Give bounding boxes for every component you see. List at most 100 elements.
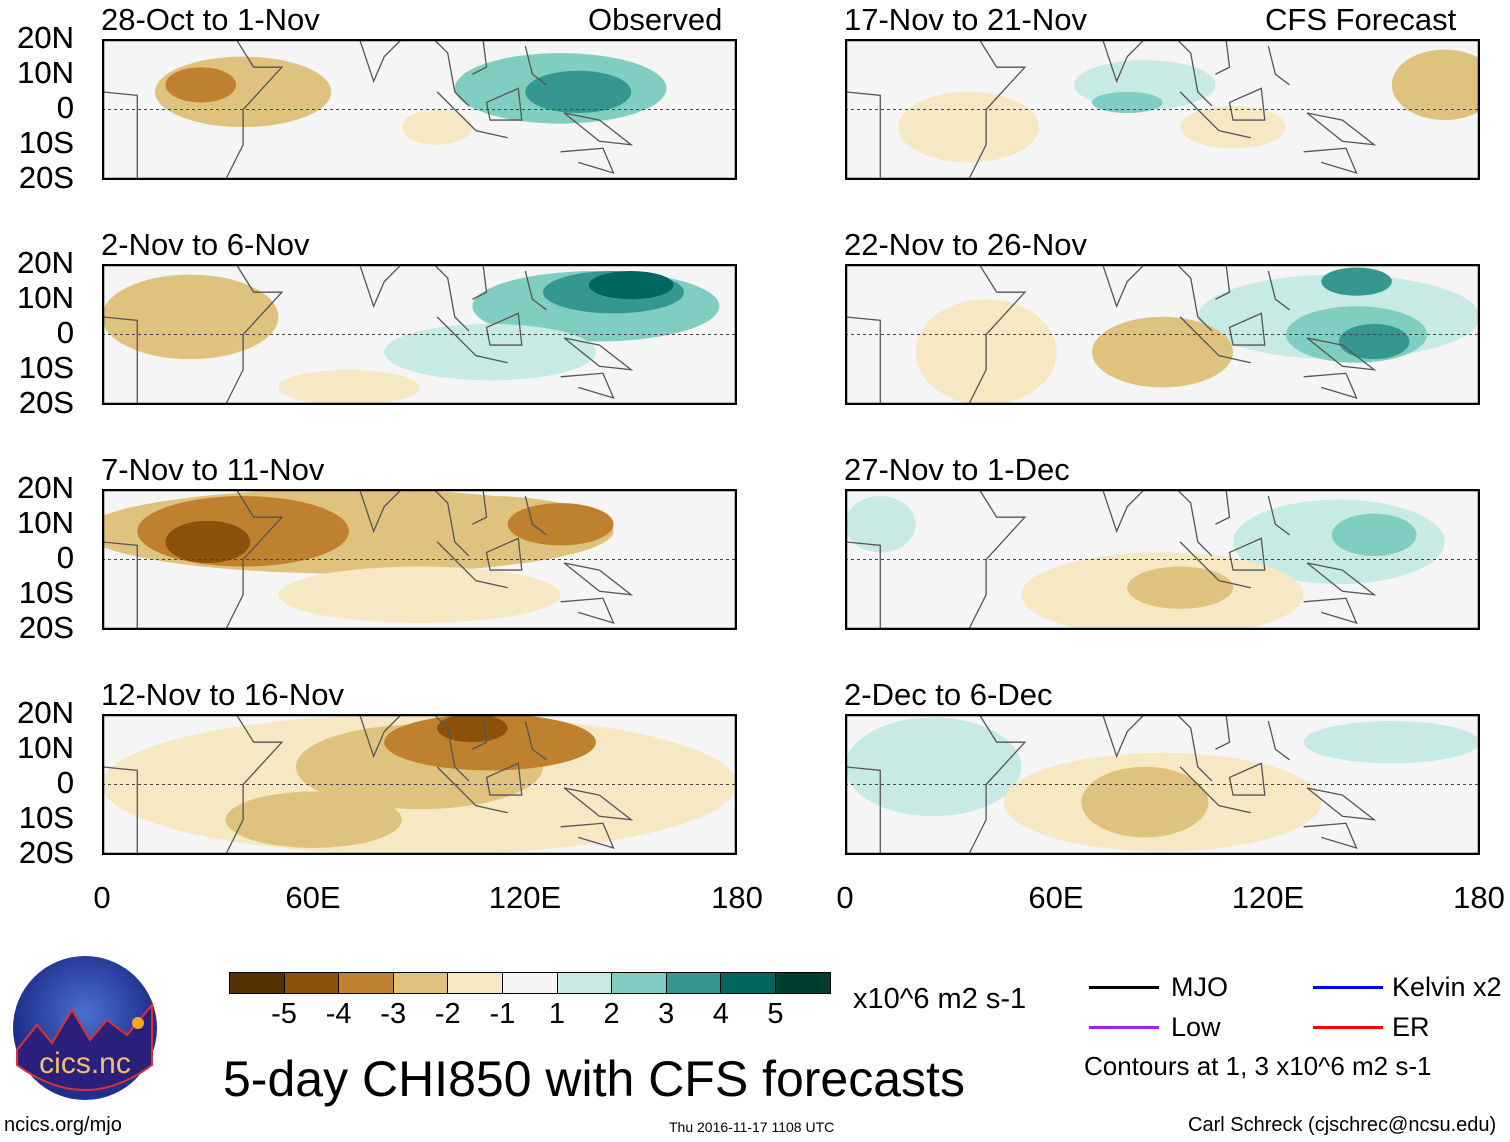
colorbar-units: x10^6 m2 s-1 [853,983,1027,1015]
lon-tick: 60E [1028,880,1084,915]
lon-tick: 120E [1231,880,1305,915]
panel-frame [102,264,737,405]
map-panel [102,39,737,180]
lat-tick: 0 [56,765,74,800]
lon-tick: 180 [1453,880,1505,915]
lat-tick: 20S [18,610,74,645]
map-panel [845,264,1480,405]
panel-title: 22-Nov to 26-Nov [844,227,1087,262]
lat-tick: 20N [17,695,74,730]
colorbar-label: 5 [767,998,784,1030]
map-panel [102,714,737,855]
colorbar-swatch [502,972,558,994]
lat-tick: 10S [18,125,74,160]
colorbar-label: 1 [548,998,566,1030]
lat-tick: 20N [17,245,74,280]
panel-title: 17-Nov to 21-Nov [844,2,1087,37]
colorbar-swatch [720,972,776,994]
colorbar-swatch [447,972,503,994]
wet-anomaly-region [845,496,916,553]
lat-tick: 10N [17,55,74,90]
colorbar-swatch [556,972,613,994]
coastline [845,264,1377,405]
map-panel [845,714,1480,855]
coastline [845,39,1377,180]
lon-tick: 120E [488,880,562,915]
dry-anomaly-region [102,274,279,360]
wet-anomaly-region [525,70,632,114]
dry-anomaly-region [165,67,237,103]
lat-tick: 10N [17,730,74,765]
lon-tick: 0 [836,880,854,915]
er-legend-line [1313,1026,1383,1029]
coastline [102,39,634,180]
lat-tick: 20N [17,470,74,505]
lat-tick: 10N [17,280,74,315]
dry-anomaly-region [225,791,402,848]
lat-tick: 10S [18,800,74,835]
panel-title: 27-Nov to 1-Dec [844,452,1070,487]
colorbar-label: -5 [271,998,297,1030]
colorbar-swatch [392,972,449,994]
panel-title: 2-Nov to 6-Nov [101,227,310,262]
panel-frame [102,39,737,180]
colorbar-label: -2 [434,998,461,1030]
dry-anomaly-region [384,714,596,771]
lat-tick: 20S [18,385,74,420]
cics-logo: cics.nc [13,956,157,1100]
coastline [102,714,634,855]
mjo-legend-line [1089,986,1159,989]
colorbar-label: -4 [325,998,352,1030]
panel-frame [102,714,737,855]
dry-anomaly-region [1081,766,1209,838]
mjo-legend-label: MJO [1171,972,1228,1002]
panel-title: 28-Oct to 1-Nov [101,2,320,37]
wet-anomaly-region [1321,267,1392,296]
lat-tick: 10N [17,505,74,540]
dry-anomaly-region [437,714,508,743]
colorbar-label: -1 [489,998,516,1030]
colorbar-label: 3 [658,998,675,1030]
map-panel [845,489,1480,630]
lat-tick: 0 [56,540,74,575]
figure-title: 5-day CHI850 with CFS forecasts [223,1051,965,1107]
panel-title: 7-Nov to 11-Nov [101,452,325,487]
lat-tick: 10S [18,350,74,385]
dry-anomaly-region [165,520,251,564]
wet-anomaly-region [384,323,596,381]
observed-label: Observed [588,2,723,37]
lat-tick: 20S [18,835,74,870]
lat-tick: 10S [18,125,74,160]
colorbar-label: 2 [603,998,620,1030]
colorbar-swatch [229,972,285,994]
lat-tick: 20N [17,245,74,280]
colorbar-swatch [775,972,831,994]
contour-note: Contours at 1, 3 x10^6 m2 s-1 [1084,1051,1432,1081]
lat-tick: 20S [18,160,74,195]
lat-tick: 0 [56,90,74,125]
wet-anomaly-region [1338,323,1410,360]
coastline [102,264,634,405]
map-panel [102,264,737,405]
lat-tick: 20N [17,695,74,730]
panel-title: 2-Dec to 6-Dec [844,677,1053,712]
lat-tick: 10N [17,505,74,540]
footer-url[interactable]: ncics.org/mjo [4,1114,122,1136]
lat-tick: 0 [56,90,74,125]
lon-tick: 180 [711,880,763,915]
dry-anomaly-region [1391,49,1480,121]
low-legend-line [1089,1026,1159,1029]
dry-anomaly-region [278,369,420,405]
lat-tick: 20N [17,20,74,55]
coastline [102,489,634,630]
lat-tick: 0 [56,765,74,800]
lat-tick: 10S [18,575,74,610]
dry-anomaly-region [401,109,473,145]
colorbar-swatch [283,972,340,994]
dry-anomaly-region [897,91,1040,163]
coastline [845,714,1377,855]
map-panel [845,39,1480,180]
lat-tick: 10S [18,350,74,385]
wet-anomaly-region [845,717,1022,817]
lat-tick: 10N [17,55,74,90]
